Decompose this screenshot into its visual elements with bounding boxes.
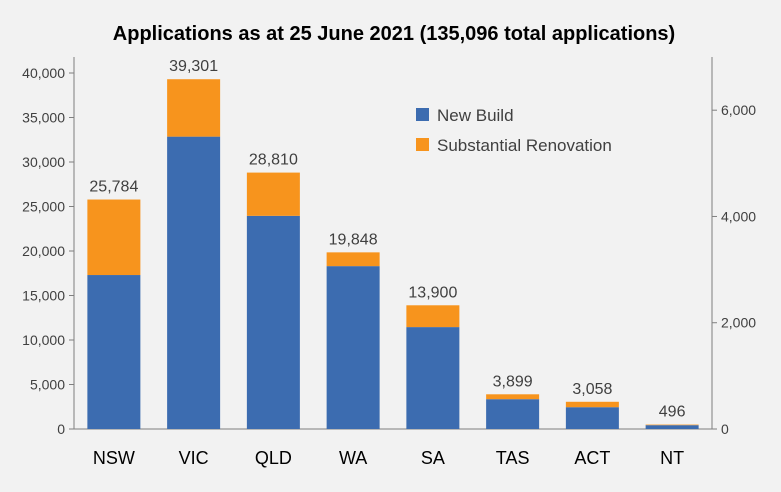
bar-substantial-renovation — [406, 305, 460, 328]
bar-new-build — [486, 399, 540, 429]
bar-substantial-renovation — [565, 401, 619, 408]
x-category-label: TAS — [496, 448, 530, 468]
data-labels: 25,784 39,301 28,810 19,848 13,900 3,899 3,058… — [89, 58, 685, 420]
x-category-label: ACT — [574, 448, 610, 468]
bar-new-build — [167, 136, 221, 429]
y2-tick-label: 0 — [721, 421, 729, 437]
bar-total-label: 19,848 — [329, 231, 378, 248]
legend-label: Substantial Renovation — [437, 136, 612, 155]
y-axis-left-ticks: 0 5,000 10,000 15,000 20,000 25,000 30,000 35,0… — [22, 65, 74, 437]
x-category-label: WA — [339, 448, 367, 468]
bar-total-label: 496 — [659, 404, 686, 421]
x-category-label: VIC — [179, 448, 209, 468]
bar-new-build — [645, 425, 699, 429]
bar-substantial-renovation — [326, 252, 380, 267]
x-category-label: NT — [660, 448, 684, 468]
y2-tick-label: 4,000 — [721, 208, 756, 224]
bar-new-build — [246, 215, 300, 429]
bar-total-label: 39,301 — [169, 58, 218, 75]
legend: New Build Substantial Renovation — [416, 106, 612, 155]
y2-tick-label: 2,000 — [721, 315, 756, 331]
y-tick-label: 35,000 — [22, 110, 65, 126]
y-tick-label: 0 — [57, 421, 65, 437]
y-tick-label: 20,000 — [22, 243, 65, 259]
y-axis-right-ticks: 0 2,000 4,000 6,000 — [712, 102, 756, 437]
bar-substantial-renovation — [645, 424, 699, 426]
bar-new-build — [326, 266, 380, 429]
y-tick-label: 30,000 — [22, 154, 65, 170]
bars — [87, 79, 699, 429]
legend-swatch — [416, 108, 429, 121]
bar-substantial-renovation — [246, 172, 300, 216]
y-tick-label: 5,000 — [30, 377, 65, 393]
y-tick-label: 40,000 — [22, 65, 65, 81]
bar-total-label: 28,810 — [249, 152, 298, 169]
bar-total-label: 3,058 — [572, 381, 612, 398]
bar-substantial-renovation — [87, 199, 141, 276]
bar-total-label: 25,784 — [89, 179, 138, 196]
y-tick-label: 10,000 — [22, 332, 65, 348]
y2-tick-label: 6,000 — [721, 102, 756, 118]
bar-new-build — [406, 327, 460, 429]
legend-label: New Build — [437, 106, 514, 125]
y-tick-label: 15,000 — [22, 288, 65, 304]
x-category-label: NSW — [93, 448, 135, 468]
bar-total-label: 3,899 — [493, 373, 533, 390]
x-axis-category-labels: NSW VIC QLD WA SA TAS ACT NT — [93, 448, 684, 468]
x-category-label: SA — [421, 448, 445, 468]
y-tick-label: 25,000 — [22, 199, 65, 215]
legend-swatch — [416, 138, 429, 151]
bar-substantial-renovation — [486, 394, 540, 400]
chart-title: Applications as at 25 June 2021 (135,096… — [113, 23, 675, 45]
bar-total-label: 13,900 — [408, 284, 457, 301]
bar-substantial-renovation — [167, 79, 221, 137]
bar-new-build — [87, 275, 141, 429]
bar-new-build — [565, 407, 619, 429]
x-category-label: QLD — [255, 448, 292, 468]
